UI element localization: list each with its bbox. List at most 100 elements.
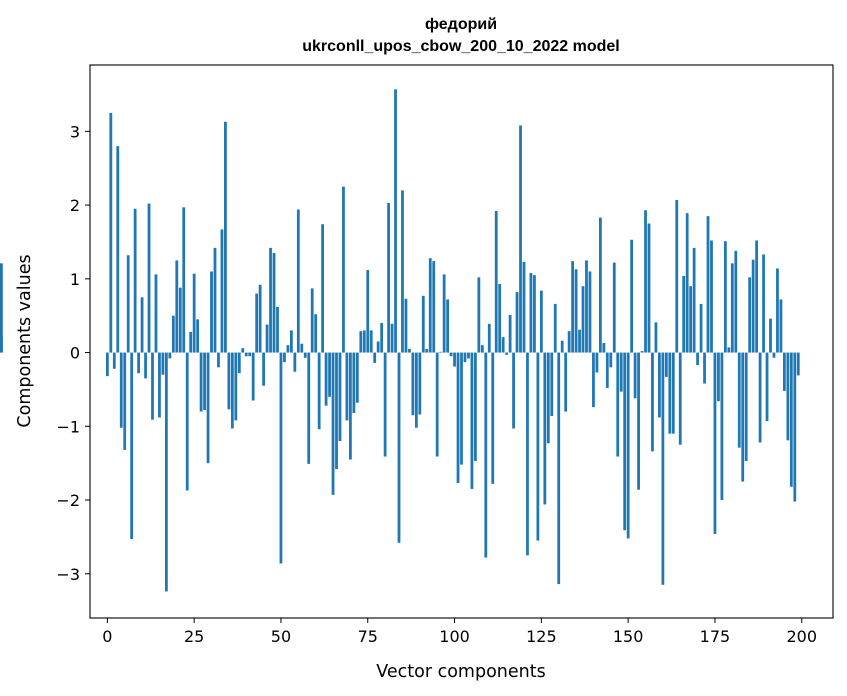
bar (314, 314, 318, 353)
bar (744, 352, 748, 461)
bar (140, 297, 144, 353)
bar (539, 290, 543, 353)
bar (144, 352, 147, 379)
y-tick-label: −1 (56, 417, 80, 436)
bar (574, 269, 578, 353)
bar (116, 146, 120, 353)
bar (477, 277, 481, 353)
bar (526, 352, 529, 556)
bar (671, 352, 675, 434)
bar (217, 352, 220, 368)
bar (432, 261, 436, 353)
bar (0, 263, 3, 353)
bar (779, 299, 783, 353)
bar (227, 352, 231, 410)
x-tick-label: 125 (526, 627, 557, 646)
bar (501, 337, 505, 353)
bar (564, 352, 568, 412)
bar (171, 315, 175, 353)
bar (678, 352, 682, 445)
bar (717, 352, 720, 402)
bar (765, 352, 769, 422)
bar (300, 343, 304, 353)
bar (105, 352, 109, 377)
bar (154, 274, 158, 353)
bar (522, 261, 526, 353)
bar (428, 258, 432, 353)
bar (376, 341, 380, 353)
bar (553, 303, 557, 353)
bar (512, 352, 515, 429)
bar (185, 352, 189, 491)
bar (224, 121, 227, 353)
bar (571, 261, 574, 353)
bars-group (0, 89, 800, 592)
bar (151, 352, 154, 420)
bar (737, 352, 741, 448)
bar (331, 352, 335, 495)
bar (546, 352, 550, 444)
bar (401, 190, 404, 353)
bar (296, 209, 300, 353)
bar (494, 210, 498, 353)
bar (248, 352, 252, 357)
bar (130, 352, 134, 540)
bar (203, 352, 206, 411)
bar (307, 352, 311, 464)
bar (283, 352, 286, 363)
bar (543, 352, 547, 505)
bar (178, 287, 182, 353)
bar (241, 348, 245, 353)
bar (595, 352, 599, 373)
x-tick-label: 50 (271, 627, 291, 646)
y-axis-label: Components values (15, 254, 35, 427)
bar (109, 112, 113, 353)
plot-frame (89, 64, 834, 619)
bar (262, 352, 265, 386)
chart-title: федорий (425, 16, 497, 33)
bar (699, 303, 703, 353)
bar (272, 253, 276, 353)
bar (612, 262, 616, 353)
bar (355, 352, 359, 403)
bar (182, 207, 186, 353)
bar (289, 330, 293, 353)
bar (480, 345, 484, 353)
bar (456, 352, 460, 484)
bar (133, 208, 137, 353)
x-tick-label: 200 (786, 627, 817, 646)
x-axis-ticks: 0 25 50 75 100 125 150 175 200 (102, 618, 817, 646)
x-tick-label: 0 (102, 627, 112, 646)
bar (175, 260, 179, 353)
bar (293, 352, 297, 372)
bar (605, 352, 609, 388)
bar (397, 352, 401, 543)
bar (748, 277, 752, 353)
bar (349, 352, 352, 460)
bar (637, 352, 640, 490)
bar (640, 351, 644, 353)
bar (560, 340, 564, 353)
bar (147, 203, 151, 353)
bar (470, 352, 474, 489)
bar (762, 254, 765, 353)
bar (345, 352, 349, 421)
bar (578, 329, 581, 353)
bar (213, 247, 217, 353)
bar (689, 286, 693, 353)
bar (723, 241, 727, 353)
bar (276, 306, 279, 353)
bar (658, 352, 661, 418)
bar (362, 330, 366, 353)
bar (425, 348, 429, 353)
y-tick-label: 1 (70, 270, 80, 289)
bar (210, 271, 213, 353)
x-tick-label: 150 (613, 627, 644, 646)
bar (741, 352, 745, 482)
bar (158, 352, 161, 418)
bar (675, 199, 679, 353)
bar (119, 352, 123, 428)
bar (487, 323, 491, 353)
bar (366, 269, 370, 353)
bar (380, 323, 384, 353)
